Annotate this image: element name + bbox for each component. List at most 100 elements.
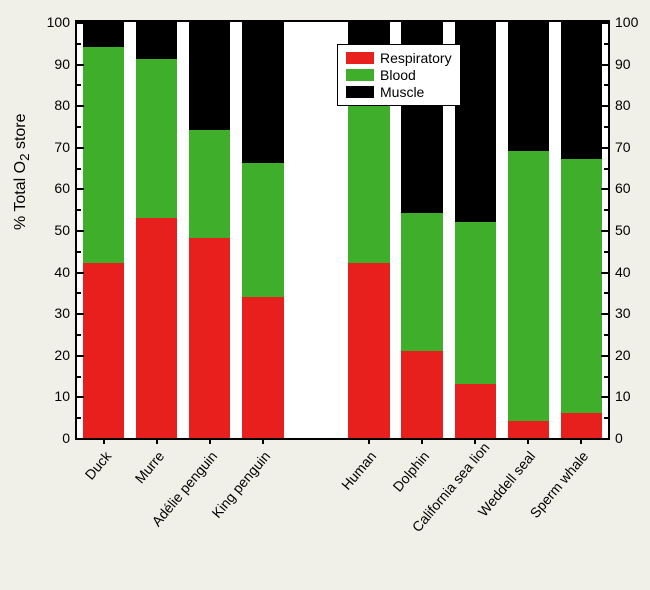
- y-tick-left: [77, 188, 84, 190]
- y-tick-right: [601, 147, 608, 149]
- y-tick-left: [77, 43, 81, 45]
- legend-row: Respiratory: [346, 50, 452, 66]
- bar-segment-muscle: [136, 22, 177, 59]
- bar-segment-blood: [348, 80, 389, 263]
- y-tick-right: [601, 230, 608, 232]
- y-tick-left: [77, 396, 84, 398]
- y-tick-label-right: 100: [615, 14, 638, 30]
- bar-group: [136, 22, 177, 438]
- y-tick-left: [77, 64, 84, 66]
- bar-segment-respiratory: [401, 351, 442, 438]
- y-tick-right: [601, 105, 608, 107]
- y-tick-left: [77, 417, 81, 419]
- y-tick-right: [601, 272, 608, 274]
- ylabel-prefix: % Total O: [12, 161, 29, 230]
- bar-group: [189, 22, 230, 438]
- y-tick-label-left: 60: [54, 180, 70, 196]
- legend-swatch: [346, 52, 374, 64]
- y-tick-right: [601, 396, 608, 398]
- x-tick: [262, 438, 264, 444]
- bar-segment-blood: [401, 213, 442, 350]
- y-tick-left: [77, 272, 84, 274]
- plot-area: RespiratoryBloodMuscle: [75, 20, 610, 440]
- chart-container: RespiratoryBloodMuscle % Total O2 store …: [0, 0, 650, 590]
- bar-segment-respiratory: [189, 238, 230, 438]
- y-tick-right: [601, 438, 608, 440]
- y-tick-right: [604, 376, 608, 378]
- y-tick-right: [604, 292, 608, 294]
- y-tick-label-left: 20: [54, 347, 70, 363]
- bar-group: [508, 22, 549, 438]
- bar-segment-respiratory: [508, 421, 549, 438]
- bar-group: [83, 22, 124, 438]
- bar-segment-muscle: [83, 22, 124, 47]
- bar-segment-respiratory: [561, 413, 602, 438]
- bar-segment-muscle: [189, 22, 230, 130]
- y-tick-right: [601, 64, 608, 66]
- y-tick-label-right: 10: [615, 388, 631, 404]
- y-tick-right: [604, 417, 608, 419]
- y-tick-label-right: 80: [615, 97, 631, 113]
- y-tick-left: [77, 355, 84, 357]
- bar-segment-blood: [189, 130, 230, 238]
- y-tick-label-left: 50: [54, 222, 70, 238]
- y-tick-label-left: 100: [47, 14, 70, 30]
- y-tick-left: [77, 292, 81, 294]
- y-tick-left: [77, 313, 84, 315]
- y-tick-label-right: 90: [615, 56, 631, 72]
- y-tick-label-right: 50: [615, 222, 631, 238]
- bar-segment-blood: [561, 159, 602, 413]
- y-tick-right: [604, 168, 608, 170]
- bar-segment-blood: [242, 163, 283, 296]
- legend-label: Muscle: [380, 84, 424, 100]
- y-tick-left: [77, 126, 81, 128]
- y-tick-left: [77, 438, 84, 440]
- legend-swatch: [346, 86, 374, 98]
- legend-swatch: [346, 69, 374, 81]
- y-tick-label-left: 0: [62, 430, 70, 446]
- legend-row: Muscle: [346, 84, 452, 100]
- legend: RespiratoryBloodMuscle: [337, 44, 461, 106]
- bar-segment-muscle: [242, 22, 283, 163]
- bar-segment-respiratory: [136, 218, 177, 438]
- x-tick: [103, 438, 105, 444]
- bar-segment-blood: [508, 151, 549, 421]
- bar-segment-muscle: [508, 22, 549, 151]
- y-tick-left: [77, 147, 84, 149]
- bar-group: [242, 22, 283, 438]
- y-tick-label-left: 80: [54, 97, 70, 113]
- y-tick-left: [77, 251, 81, 253]
- y-tick-left: [77, 230, 84, 232]
- bar-segment-muscle: [455, 22, 496, 222]
- legend-label: Blood: [380, 67, 416, 83]
- y-tick-left: [77, 84, 81, 86]
- bar-segment-blood: [83, 47, 124, 263]
- y-tick-right: [604, 251, 608, 253]
- y-tick-right: [604, 209, 608, 211]
- y-tick-label-left: 10: [54, 388, 70, 404]
- y-tick-label-right: 60: [615, 180, 631, 196]
- bar-segment-respiratory: [83, 263, 124, 438]
- y-tick-right: [601, 355, 608, 357]
- y-tick-label-left: 30: [54, 305, 70, 321]
- y-tick-left: [77, 376, 81, 378]
- x-tick: [209, 438, 211, 444]
- y-tick-label-right: 30: [615, 305, 631, 321]
- y-tick-left: [77, 22, 84, 24]
- y-tick-left: [77, 334, 81, 336]
- y-tick-label-right: 20: [615, 347, 631, 363]
- bar-segment-blood: [136, 59, 177, 217]
- bar-group: [455, 22, 496, 438]
- y-tick-left: [77, 209, 81, 211]
- x-tick: [421, 438, 423, 444]
- y-axis-label: % Total O2 store: [12, 113, 32, 230]
- y-tick-left: [77, 105, 84, 107]
- y-tick-right: [601, 188, 608, 190]
- x-tick: [527, 438, 529, 444]
- x-tick: [368, 438, 370, 444]
- ylabel-sub: 2: [17, 154, 32, 161]
- legend-label: Respiratory: [380, 50, 452, 66]
- bar-segment-respiratory: [348, 263, 389, 438]
- bar-segment-blood: [455, 222, 496, 384]
- bar-group: [561, 22, 602, 438]
